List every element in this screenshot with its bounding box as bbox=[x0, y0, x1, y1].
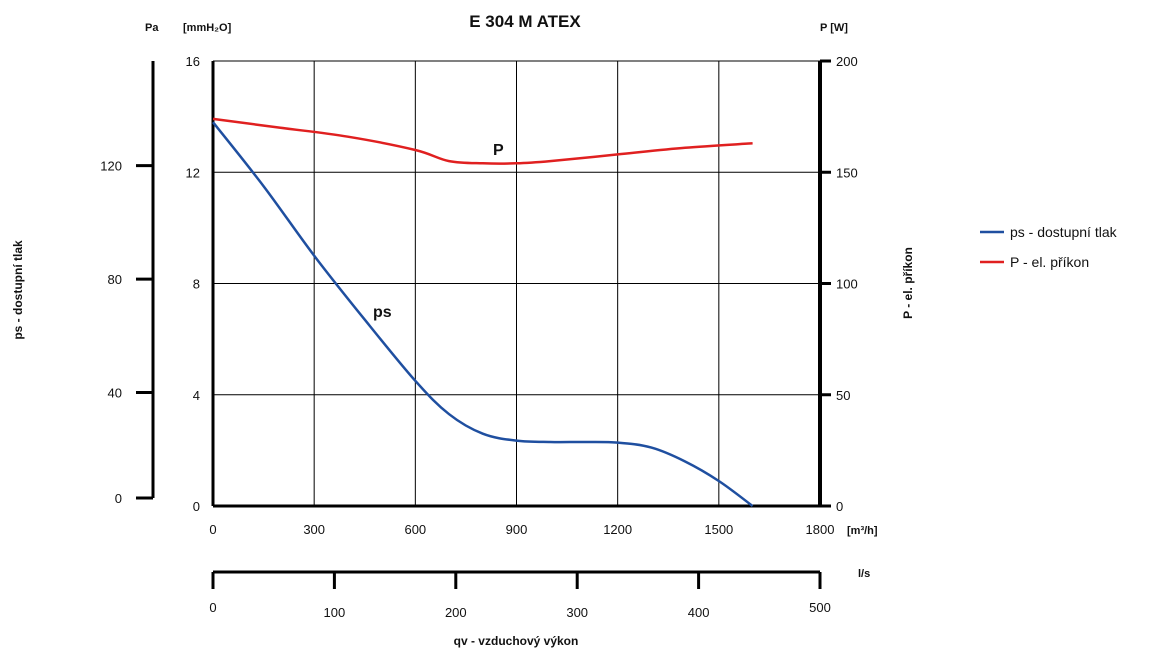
x-tick-label: 1500 bbox=[704, 522, 733, 537]
x-tick-label: 1800 bbox=[806, 522, 835, 537]
x-tick-label: 600 bbox=[404, 522, 426, 537]
legend-label-power: P - el. příkon bbox=[1010, 254, 1089, 270]
x-tick-label: 300 bbox=[303, 522, 325, 537]
mmh2o-tick-label: 8 bbox=[193, 277, 200, 292]
pa-tick-label: 120 bbox=[100, 159, 122, 174]
power-tick-label: 50 bbox=[836, 388, 850, 403]
mmh2o-unit-label: [mmH₂O] bbox=[183, 22, 232, 34]
power-tick-label: 150 bbox=[836, 165, 858, 180]
series-lines bbox=[212, 117, 754, 508]
pa-unit-label: Pa bbox=[145, 22, 159, 34]
ls-tick-label: 200 bbox=[445, 605, 467, 620]
pa-tick-label: 80 bbox=[108, 272, 122, 287]
legend-label-ps: ps - dostupní tlak bbox=[1010, 224, 1118, 240]
chart-title: E 304 M ATEX bbox=[469, 12, 581, 31]
power-tick-label: 0 bbox=[836, 499, 843, 514]
legend: ps - dostupní tlak P - el. příkon bbox=[980, 224, 1118, 270]
ls-tick-label: 0 bbox=[209, 600, 216, 615]
curve-label-power: P bbox=[493, 142, 504, 159]
series-line-power bbox=[212, 117, 753, 165]
grid bbox=[212, 60, 821, 507]
pa-tick-label: 0 bbox=[115, 491, 122, 506]
x-tick-label: 0 bbox=[209, 522, 216, 537]
mmh2o-tick-label: 4 bbox=[193, 388, 200, 403]
series-line-ps bbox=[212, 121, 754, 508]
mmh2o-tick-label: 12 bbox=[186, 165, 200, 180]
x-tick-label: 1200 bbox=[603, 522, 632, 537]
ls-tick-label: 100 bbox=[324, 605, 346, 620]
power-tick-label: 200 bbox=[836, 54, 858, 69]
x-unit-label: [m³/h] bbox=[847, 525, 878, 537]
pa-tick-label: 40 bbox=[108, 386, 122, 401]
ls-tick-label: 400 bbox=[688, 605, 710, 620]
x-axis-title: qv - vzduchový výkon bbox=[454, 634, 579, 648]
ls-tick-label: 500 bbox=[809, 600, 831, 615]
x2-unit-label: l/s bbox=[858, 568, 870, 580]
mmh2o-tick-label: 16 bbox=[186, 54, 200, 69]
power-unit-label: P [W] bbox=[820, 22, 848, 34]
left-axis-title: ps - dostupní tlak bbox=[11, 240, 25, 340]
axes bbox=[136, 59, 831, 589]
mmh2o-tick-label: 0 bbox=[193, 499, 200, 514]
right-axis-title: P - el. příkon bbox=[901, 247, 915, 319]
curve-label-ps: ps bbox=[373, 304, 392, 321]
ls-tick-label: 300 bbox=[566, 605, 588, 620]
x-tick-label: 900 bbox=[506, 522, 528, 537]
tick-labels: 0 300 600 900 1200 1500 1800048121605010015020… bbox=[100, 54, 857, 620]
power-tick-label: 100 bbox=[836, 277, 858, 292]
